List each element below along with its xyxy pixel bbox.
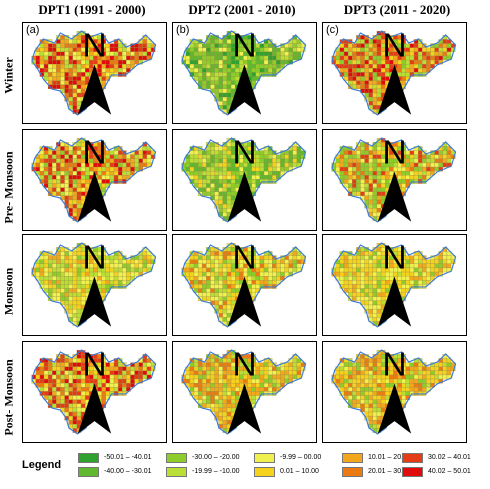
legend-swatch	[342, 467, 363, 477]
legend-label: -19.99 – -10.00	[192, 468, 240, 475]
map-panel-post-monsoon-dpt2: N	[172, 341, 317, 443]
legend-label: 10.01 – 20.00	[368, 454, 411, 461]
region-boundary	[31, 30, 157, 116]
region-boundary	[181, 242, 307, 328]
legend: Legend -50.01 – -40.01 -40.00 – -30.01 -30…	[0, 448, 490, 489]
map-panel-winter-dpt2: (b) N	[172, 22, 317, 124]
svg-text:N: N	[382, 346, 406, 383]
column-title-dpt3: DPT3 (2011 - 2020)	[343, 2, 451, 17]
region-boundary	[31, 349, 157, 435]
svg-text:N: N	[82, 134, 106, 171]
map-panel-post-monsoon-dpt3: N	[322, 341, 467, 443]
map-panel-monsoon-dpt1: N	[22, 234, 167, 336]
map-panel-post-monsoon-dpt1: N	[22, 341, 167, 443]
legend-label: 30.02 – 40.01	[428, 454, 471, 461]
legend-label: 20.01 – 30.01	[368, 468, 411, 475]
svg-text:N: N	[82, 346, 106, 383]
panel-label: (b)	[176, 24, 190, 36]
svg-text:N: N	[232, 134, 256, 171]
column-title-dpt2: DPT2 (2001 - 2010)	[188, 2, 296, 17]
legend-swatch	[402, 453, 423, 463]
district-map	[181, 349, 307, 435]
svg-text:N: N	[232, 27, 256, 64]
map-panel-monsoon-dpt3: N	[322, 234, 467, 336]
north-arrow-icon: N	[227, 134, 262, 222]
region-boundary	[331, 30, 457, 116]
district-map	[181, 137, 307, 223]
north-arrow-icon: N	[377, 134, 412, 222]
district-map	[181, 30, 307, 116]
map-panel-monsoon-dpt2: N	[172, 234, 317, 336]
legend-swatch	[254, 467, 275, 477]
north-arrow-icon: N	[77, 134, 112, 222]
row-title-pre-monsoon: Pre- Monsoon	[1, 151, 16, 224]
north-arrow-icon: N	[77, 346, 112, 434]
north-arrow-icon: N	[377, 346, 412, 434]
legend-swatch	[166, 453, 187, 463]
legend-swatch	[342, 453, 363, 463]
legend-label: -50.01 – -40.01	[104, 454, 152, 461]
region-boundary	[31, 137, 157, 223]
region-boundary	[331, 349, 457, 435]
north-arrow-icon: N	[377, 239, 412, 327]
legend-swatch	[254, 453, 275, 463]
legend-label: 0.01 – 10.00	[280, 468, 319, 475]
map-panel-winter-dpt1: (a) N	[22, 22, 167, 124]
svg-text:N: N	[82, 27, 106, 64]
district-map	[31, 242, 157, 328]
district-map	[331, 349, 457, 435]
north-arrow-icon: N	[227, 346, 262, 434]
region-boundary	[31, 242, 157, 328]
svg-text:N: N	[382, 134, 406, 171]
north-arrow-icon: N	[77, 27, 112, 115]
panel-label: (c)	[326, 24, 339, 36]
svg-text:N: N	[82, 239, 106, 276]
svg-text:N: N	[382, 27, 406, 64]
column-title-dpt1: DPT1 (1991 - 2000)	[38, 2, 146, 17]
row-title-monsoon: Monsoon	[1, 267, 16, 316]
legend-title: Legend	[22, 459, 62, 471]
map-panel-pre-monsoon-dpt2: N	[172, 129, 317, 231]
region-boundary	[181, 137, 307, 223]
map-panel-pre-monsoon-dpt1: N	[22, 129, 167, 231]
svg-text:N: N	[232, 346, 256, 383]
legend-label: -9.99 – 00.00	[280, 454, 322, 461]
legend-swatch	[402, 467, 423, 477]
north-arrow-icon: N	[377, 27, 412, 115]
legend-swatch	[166, 467, 187, 477]
north-arrow-icon: N	[227, 27, 262, 115]
north-arrow-icon: N	[77, 239, 112, 327]
panel-label: (a)	[26, 24, 40, 36]
map-panel-winter-dpt3: (c) N	[322, 22, 467, 124]
north-arrow-icon: N	[227, 239, 262, 327]
svg-text:N: N	[232, 239, 256, 276]
region-boundary	[181, 349, 307, 435]
region-boundary	[331, 242, 457, 328]
row-title-winter: Winter	[1, 57, 16, 94]
legend-swatch	[78, 467, 99, 477]
region-boundary	[181, 30, 307, 116]
legend-swatch	[78, 453, 99, 463]
region-boundary	[331, 137, 457, 223]
svg-text:N: N	[382, 239, 406, 276]
legend-label: -30.00 – -20.00	[192, 454, 240, 461]
legend-label: -40.00 – -30.01	[104, 468, 152, 475]
legend-label: 40.02 – 50.01	[428, 468, 471, 475]
map-panel-pre-monsoon-dpt3: N	[322, 129, 467, 231]
row-title-post-monsoon: Post- Monsoon	[1, 359, 16, 436]
